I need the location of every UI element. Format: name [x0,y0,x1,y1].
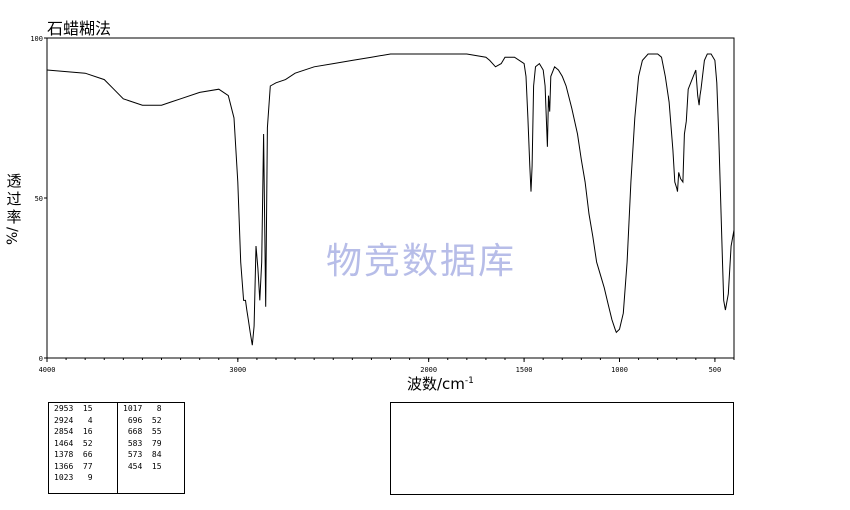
y-label-char-2: 过 [6,190,22,208]
info-box [390,402,734,495]
peak-table-row: 2854 16 [54,427,93,436]
peak-table-row: 1017 8 [123,404,162,413]
y-tick-label: 50 [35,195,43,203]
x-axis-ticks: 4000 3000 2000 1500 1000 500 [39,358,735,374]
peak-table-row: 1378 66 [54,450,93,459]
x-tick-label: 2000 [420,366,437,374]
x-tick-label: 1500 [516,366,533,374]
x-axis-label: 波数/cm-1 [407,373,474,394]
x-tick-label: 3000 [229,366,246,374]
x-axis-label-superscript: -1 [464,376,474,386]
y-axis-ticks: 0 50 100 [30,35,47,363]
spectrum-line [46,53,735,346]
peak-table-row: 696 52 [123,415,162,425]
y-axis-label: 透 过 率 [6,172,22,226]
peak-table-row: 454 15 [123,461,162,471]
peak-table-row: 573 84 [123,450,162,459]
y-label-char-1: 透 [6,172,22,190]
peak-table-column-left: 2953 15 2924 4 2854 16 1464 52 1378 66 1366 7… [49,403,118,493]
x-tick-label: 4000 [39,366,56,374]
peak-table-row: 1464 52 [54,438,93,448]
y-axis-unit: %/ [5,226,22,246]
y-tick-label: 0 [39,355,43,363]
x-axis-label-text: 波数/cm [407,375,465,393]
watermark-text: 物竞数据库 [326,241,517,282]
peak-table-column-right: 1017 8 696 52 668 55 583 79 573 84 454 1… [118,403,185,493]
peak-table-row: 583 79 [123,438,162,448]
page-title: 石蜡糊法 [47,19,112,38]
peak-table: 2953 15 2924 4 2854 16 1464 52 1378 66 1366 7… [48,402,185,494]
ir-spectrum-chart: 4000 3000 2000 1500 1000 500 0 50 100 [30,35,735,374]
x-tick-label: 500 [709,366,722,374]
plot-frame [46,37,735,359]
peak-table-row: 1366 77 [54,461,93,471]
peak-table-row: 2924 4 [54,415,93,425]
y-tick-label: 100 [30,35,43,43]
peak-table-row: 668 55 [123,427,162,436]
peak-table-row: 2953 15 [54,404,93,413]
x-tick-label: 1000 [611,366,628,374]
y-label-char-3: 率 [6,208,22,226]
peak-table-row: 1023 9 [54,473,93,482]
